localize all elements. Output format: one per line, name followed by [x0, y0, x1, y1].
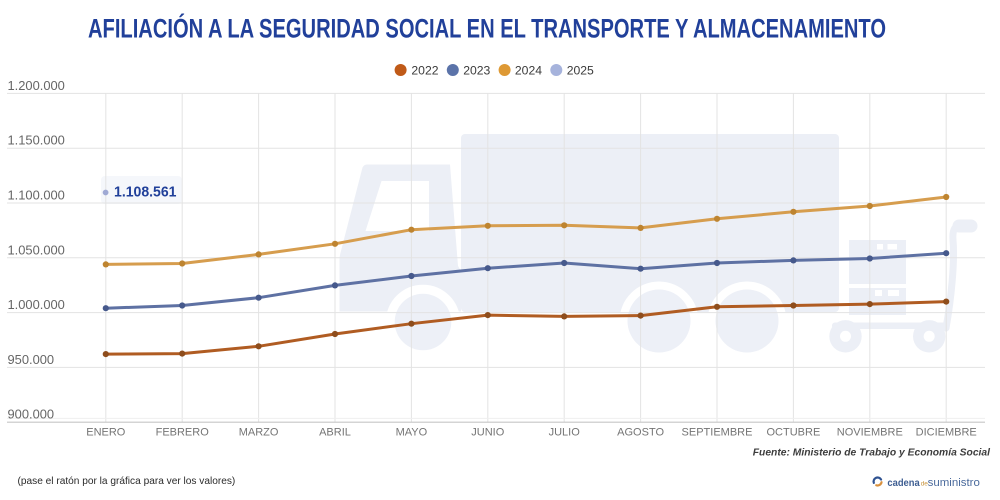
- svg-text:de: de: [921, 480, 929, 487]
- svg-text:JULIO: JULIO: [549, 427, 581, 439]
- svg-text:AGOSTO: AGOSTO: [617, 427, 664, 439]
- svg-text:1.100.000: 1.100.000: [8, 188, 65, 203]
- svg-text:1.200.000: 1.200.000: [8, 78, 65, 93]
- svg-text:DICIEMBRE: DICIEMBRE: [916, 427, 977, 439]
- svg-text:MAYO: MAYO: [396, 427, 428, 439]
- svg-text:ENERO: ENERO: [86, 427, 126, 439]
- svg-text:2022: 2022: [411, 64, 438, 78]
- svg-text:2025: 2025: [567, 64, 594, 78]
- svg-text:SEPTIEMBRE: SEPTIEMBRE: [682, 427, 753, 439]
- svg-text:2023: 2023: [463, 64, 490, 78]
- svg-text:1.050.000: 1.050.000: [8, 242, 65, 257]
- svg-text:1.150.000: 1.150.000: [8, 133, 65, 148]
- svg-text:OCTUBRE: OCTUBRE: [767, 427, 821, 439]
- svg-text:1.108.561: 1.108.561: [114, 184, 177, 201]
- svg-text:1.000.000: 1.000.000: [8, 297, 65, 312]
- svg-text:MARZO: MARZO: [239, 427, 279, 439]
- svg-text:900.000: 900.000: [8, 407, 55, 422]
- svg-text:Fuente: Ministerio de Trabajo: Fuente: Ministerio de Trabajo y Economía…: [753, 448, 991, 459]
- svg-text:950.000: 950.000: [8, 352, 55, 367]
- svg-text:suministro: suministro: [928, 477, 980, 489]
- svg-text:FEBRERO: FEBRERO: [156, 427, 210, 439]
- svg-text:NOVIEMBRE: NOVIEMBRE: [837, 427, 903, 439]
- svg-text:JUNIO: JUNIO: [471, 427, 504, 439]
- svg-text:2024: 2024: [515, 64, 542, 78]
- svg-text:cadena: cadena: [887, 477, 919, 489]
- svg-text:ABRIL: ABRIL: [319, 427, 351, 439]
- svg-text:(pase el ratón por la gráfica: (pase el ratón por la gráfica para ver l…: [18, 476, 236, 487]
- svg-text:AFILIACIÓN A LA SEGURIDAD SOCI: AFILIACIÓN A LA SEGURIDAD SOCIAL EN EL T…: [88, 13, 886, 44]
